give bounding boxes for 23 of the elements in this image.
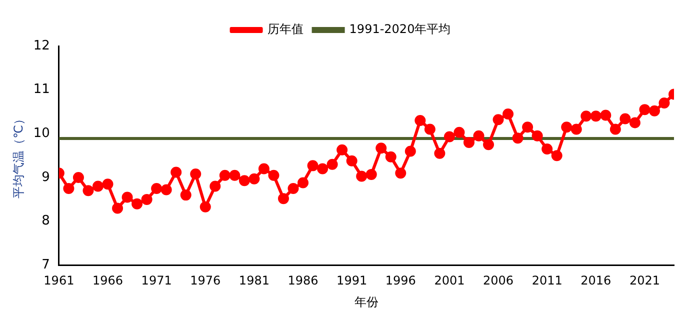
x-tick-label: 1961 <box>44 274 74 288</box>
x-tick-label: 1966 <box>92 274 124 288</box>
y-tick-label: 8 <box>42 214 50 229</box>
x-tick-label: 1981 <box>238 274 270 288</box>
x-tick-label: 2006 <box>482 274 514 288</box>
x-tick-label: 1991 <box>336 274 368 288</box>
x-tick-label: 1971 <box>141 274 172 288</box>
legend-label: 1991-2020年平均 <box>349 22 451 36</box>
x-axis-title: 年份 <box>354 294 378 309</box>
x-tick-label: 1996 <box>385 274 416 288</box>
legend-label: 历年值 <box>267 22 304 36</box>
y-tick-label: 9 <box>42 170 50 185</box>
y-tick-label: 12 <box>33 38 50 54</box>
y-axis-title: 平均气温（℃） <box>11 112 26 198</box>
x-tick-label: 2001 <box>434 274 465 288</box>
y-tick-label: 11 <box>33 82 50 98</box>
x-tick-label: 2021 <box>629 274 660 288</box>
x-tick-label: 1986 <box>288 274 318 288</box>
x-tick-label: 2016 <box>580 274 612 288</box>
y-tick-label: 10 <box>33 126 50 142</box>
x-tick-label: 1976 <box>190 274 221 288</box>
y-tick-label: 7 <box>42 258 50 273</box>
x-tick-label: 2011 <box>532 274 562 288</box>
